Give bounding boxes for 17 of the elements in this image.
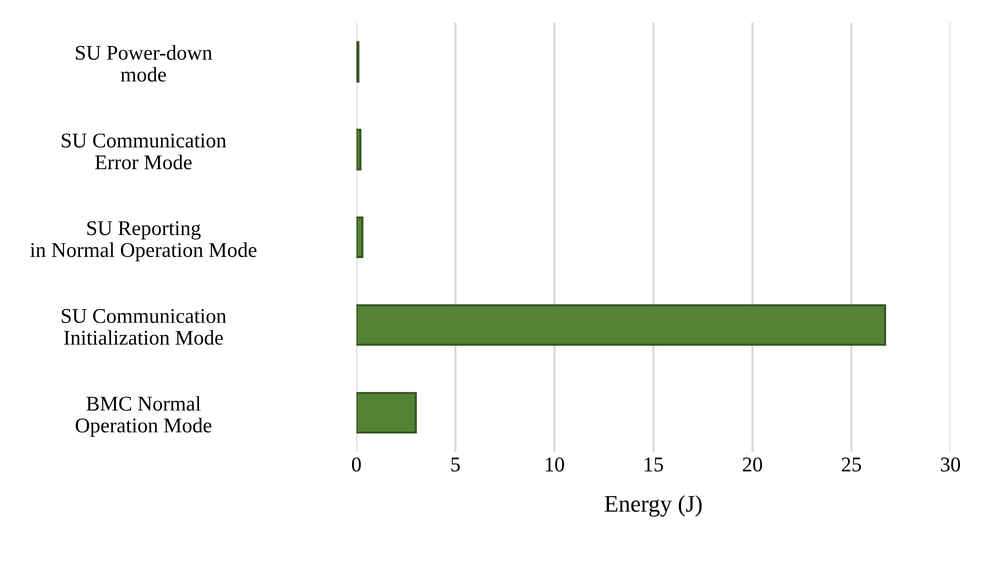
x-tick-label: 0	[352, 457, 361, 472]
x-tick-label: 30	[940, 457, 960, 472]
x-tick-label: 15	[644, 458, 664, 472]
y-tick-label: SU Reporting in Normal Operation Mode	[30, 221, 256, 262]
x-tick-label: 25	[842, 458, 862, 472]
x-axis-title: Energy (J)	[604, 495, 702, 517]
y-tick-label: SU Communication Error Mode	[62, 134, 226, 170]
y-tick-label: SU Power-down mode	[76, 45, 212, 82]
x-tick-label: 10	[546, 457, 564, 472]
bar	[356, 216, 364, 258]
y-tick-label: BMC Normal Operation Mode	[76, 396, 212, 437]
bar	[356, 392, 417, 434]
bar	[356, 304, 886, 346]
x-tick-label: 5	[451, 458, 460, 472]
x-tick-label: 20	[742, 457, 762, 472]
bar	[356, 128, 362, 170]
y-tick-label: SU Communication Initialization Mode	[62, 309, 226, 345]
